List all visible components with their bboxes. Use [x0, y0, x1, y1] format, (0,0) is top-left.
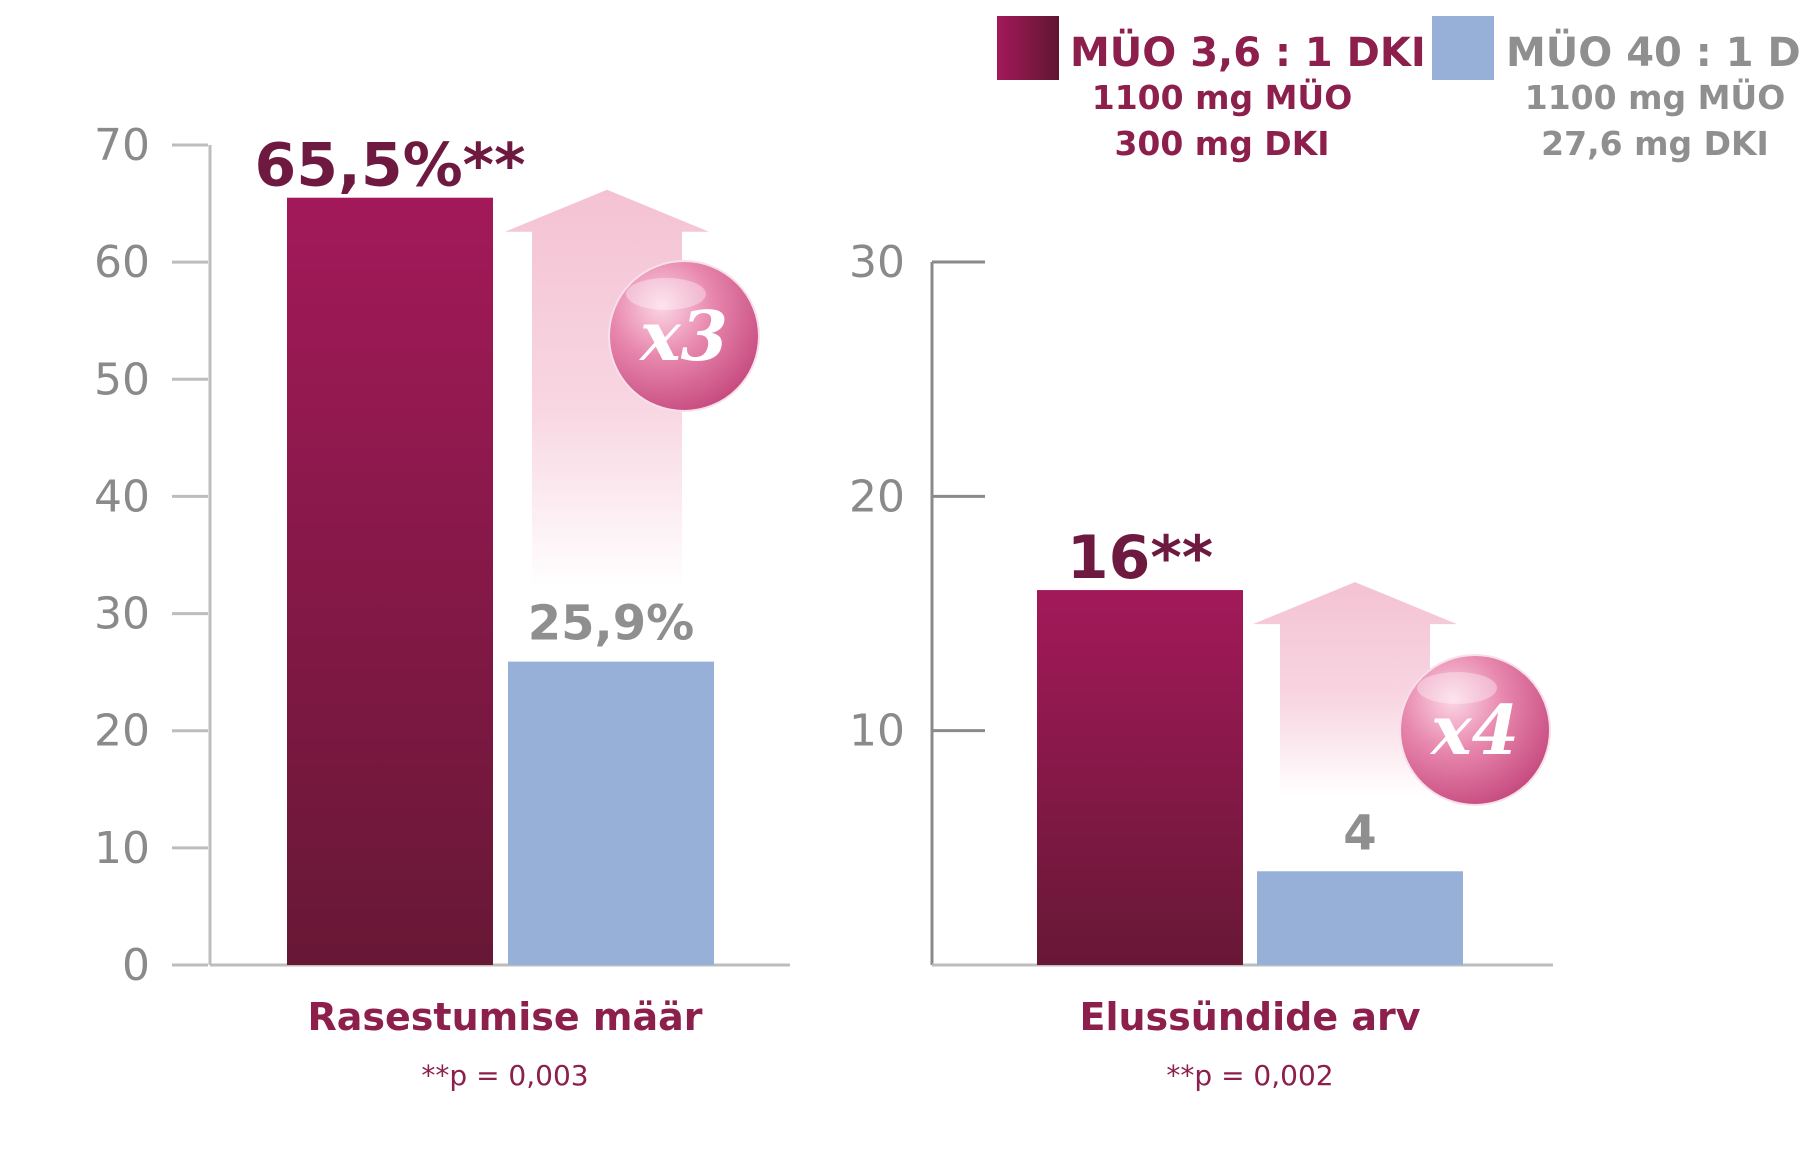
- multiplier-badge: [1399, 654, 1551, 806]
- y-tick-label: 10: [849, 706, 905, 757]
- legend-label-series-1: MÜO 3,6 : 1 DKI: [1070, 28, 1426, 76]
- category-label: Rasestumise määr: [308, 995, 703, 1039]
- legend-swatch-series-1: [997, 16, 1059, 80]
- legend-sub2-series-1: 300 mg DKI: [1114, 124, 1329, 163]
- data-label-series-2: 25,9%: [528, 596, 695, 652]
- bar-series-2: [508, 661, 714, 965]
- legend-sub2-series-2: 27,6 mg DKI: [1541, 124, 1769, 163]
- bar-series-1: [287, 197, 493, 965]
- p-value-footnote: **p = 0,003: [421, 1059, 588, 1092]
- badge-highlight: [626, 278, 706, 310]
- y-tick-label: 20: [849, 471, 905, 522]
- legend-item-series-1: MÜO 3,6 : 1 DKI 1100 mg MÜO 300 mg DKI: [997, 16, 1426, 163]
- legend-item-series-2: MÜO 40 : 1 DKI 1100 mg MÜO 27,6 mg DKI: [1432, 16, 1800, 163]
- p-value-footnote: **p = 0,002: [1166, 1059, 1333, 1092]
- y-tick-label: 20: [94, 706, 150, 757]
- bar-series-1: [1037, 590, 1243, 965]
- legend-sub1-series-2: 1100 mg MÜO: [1525, 77, 1786, 117]
- data-label-series-1: 16**: [1067, 523, 1213, 593]
- legend-swatch-series-2: [1432, 16, 1494, 80]
- panel-live-births: 10 20 30 16** 4 x4 Elussündide arv **p = 0,002: [849, 237, 1553, 1092]
- multiplier-label: x3: [638, 297, 728, 377]
- y-tick-label: 10: [94, 823, 150, 874]
- y-tick-label: 40: [94, 471, 150, 522]
- data-label-series-1: 65,5%**: [255, 131, 526, 201]
- legend: MÜO 3,6 : 1 DKI 1100 mg MÜO 300 mg DKI M…: [997, 16, 1800, 163]
- multiplier-badge: [608, 260, 760, 412]
- y-tick-label: 0: [122, 940, 150, 991]
- badge-highlight: [1417, 672, 1497, 704]
- legend-sub1-series-1: 1100 mg MÜO: [1092, 77, 1353, 117]
- y-tick-label: 60: [94, 237, 150, 288]
- y-tick-label: 50: [94, 354, 150, 405]
- y-tick-label: 30: [849, 237, 905, 288]
- y-tick-label: 70: [94, 120, 150, 171]
- y-tick-label: 30: [94, 589, 150, 640]
- data-label-series-2: 4: [1343, 805, 1376, 861]
- multiplier-label: x4: [1429, 691, 1519, 771]
- category-label: Elussündide arv: [1080, 995, 1421, 1039]
- bar-series-2: [1257, 871, 1463, 965]
- panel-pregnancy-rate: 0 10 20 30 40 50 60 70 65,5%** 25,9% x3 Rasestumise…: [94, 120, 790, 1092]
- legend-label-series-2: MÜO 40 : 1 DKI: [1506, 28, 1800, 76]
